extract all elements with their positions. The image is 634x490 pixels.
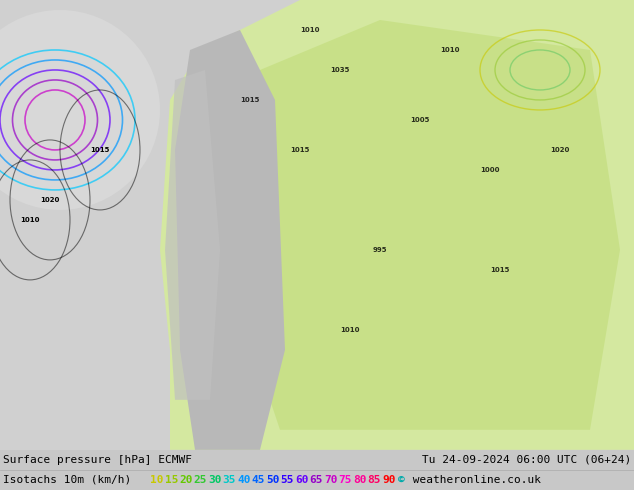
Text: 55: 55	[280, 475, 294, 485]
Text: ©: ©	[399, 475, 405, 485]
Text: 40: 40	[237, 475, 250, 485]
Text: 1015: 1015	[490, 267, 510, 273]
Text: 60: 60	[295, 475, 309, 485]
Text: 1015: 1015	[290, 147, 309, 153]
Text: 1010: 1010	[20, 217, 40, 223]
Text: 75: 75	[339, 475, 352, 485]
Text: 1005: 1005	[410, 117, 430, 123]
Text: 45: 45	[252, 475, 265, 485]
Text: Isotachs 10m (km/h): Isotachs 10m (km/h)	[3, 475, 131, 485]
Ellipse shape	[0, 10, 160, 210]
Text: Tu 24-09-2024 06:00 UTC (06+24): Tu 24-09-2024 06:00 UTC (06+24)	[422, 455, 631, 465]
Text: weatheronline.co.uk: weatheronline.co.uk	[406, 475, 541, 485]
Polygon shape	[240, 20, 620, 430]
Text: 15: 15	[164, 475, 178, 485]
Text: 20: 20	[179, 475, 193, 485]
Text: 50: 50	[266, 475, 280, 485]
Text: Surface pressure [hPa] ECMWF: Surface pressure [hPa] ECMWF	[3, 455, 192, 465]
Polygon shape	[175, 30, 285, 450]
Text: 1010: 1010	[440, 47, 460, 53]
Text: 1000: 1000	[480, 167, 500, 173]
Text: 90: 90	[382, 475, 396, 485]
Text: 1015: 1015	[90, 147, 110, 153]
Text: 1020: 1020	[41, 197, 60, 203]
Text: 995: 995	[373, 247, 387, 253]
Text: 10: 10	[150, 475, 164, 485]
Text: 65: 65	[309, 475, 323, 485]
Text: 1010: 1010	[301, 27, 320, 33]
Text: 80: 80	[353, 475, 366, 485]
Polygon shape	[160, 0, 634, 450]
Text: 30: 30	[208, 475, 221, 485]
Text: 1035: 1035	[330, 67, 350, 73]
Text: 70: 70	[324, 475, 337, 485]
Text: 1010: 1010	[340, 327, 359, 333]
Polygon shape	[165, 70, 220, 400]
Text: 1015: 1015	[240, 97, 260, 103]
Text: 85: 85	[368, 475, 381, 485]
Text: 25: 25	[193, 475, 207, 485]
Text: 1020: 1020	[550, 147, 570, 153]
Text: 35: 35	[223, 475, 236, 485]
